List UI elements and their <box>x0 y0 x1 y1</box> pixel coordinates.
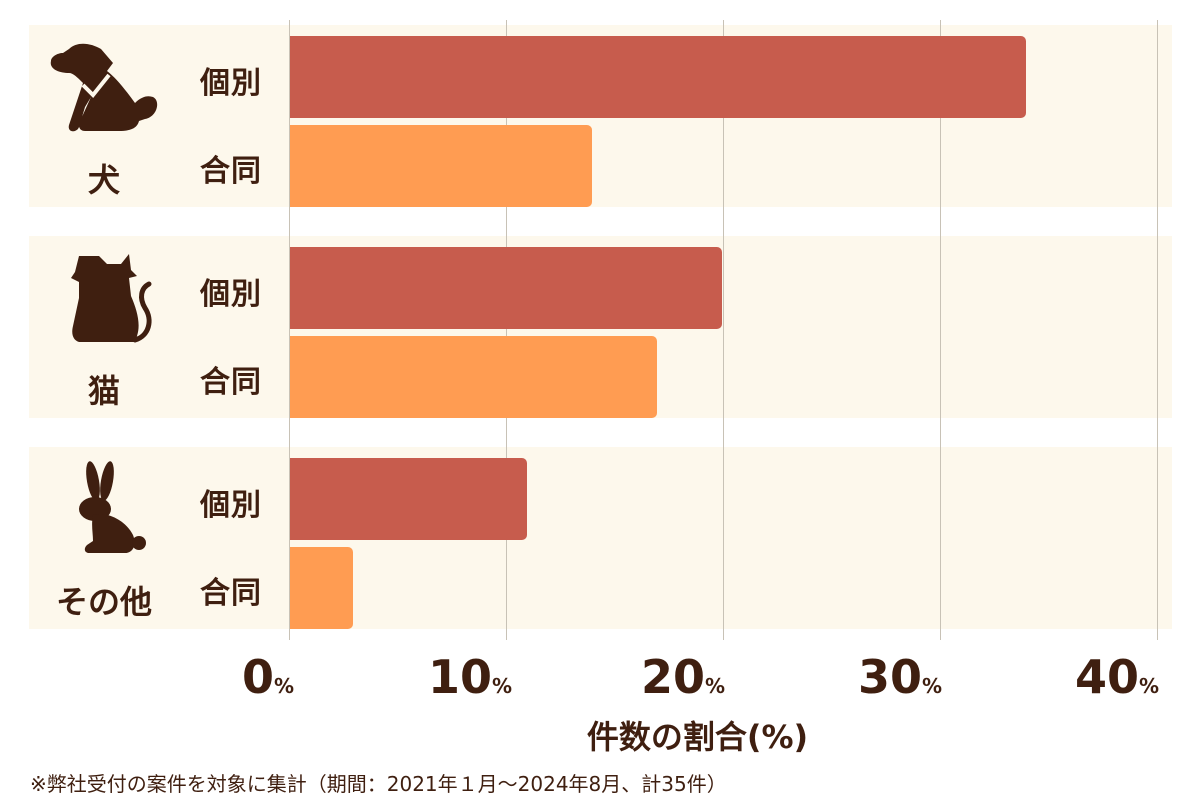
bar-other-joint <box>290 547 353 629</box>
group-other: その他 <box>29 447 179 629</box>
bar-label-cat-individual: 個別 <box>200 277 262 312</box>
dog-icon <box>50 43 158 132</box>
gridline-30 <box>940 20 941 640</box>
x-tick-0: 0% <box>241 650 295 704</box>
group-cat: 猫 <box>29 236 179 418</box>
group-label-cat: 猫 <box>87 372 120 410</box>
rabbit-icon <box>79 461 146 553</box>
bar-cat-individual <box>290 247 722 329</box>
bar-cat-joint <box>290 336 657 418</box>
x-tick-30: 30% <box>857 650 943 704</box>
bar-label-dog-joint: 合同 <box>200 154 262 189</box>
bar-other-individual <box>290 458 527 540</box>
cat-icon <box>71 254 152 343</box>
bar-label-other-individual: 個別 <box>200 488 262 523</box>
bar-dog-joint <box>290 125 592 207</box>
gridline-40 <box>1157 20 1158 640</box>
x-axis-title: 件数の割合(%) <box>586 718 809 756</box>
bar-label-cat-joint: 合同 <box>200 365 262 400</box>
bar-label-other-joint: 合同 <box>200 576 262 611</box>
group-panel-other <box>29 447 1172 629</box>
group-label-dog: 犬 <box>87 161 120 199</box>
gridline-0 <box>289 20 290 640</box>
footnote: ※弊社受付の案件を対象に集計（期間：2021年１月〜2024年8月、計35件） <box>30 772 727 796</box>
gridline-20 <box>723 20 724 640</box>
gridline-10 <box>506 20 507 640</box>
x-tick-40: 40% <box>1074 650 1160 704</box>
bar-dog-individual <box>290 36 1026 118</box>
x-tick-20: 20% <box>640 650 726 704</box>
group-label-other: その他 <box>55 583 152 621</box>
group-dog: 犬 <box>29 25 179 207</box>
x-tick-10: 10% <box>427 650 513 704</box>
bar-label-dog-individual: 個別 <box>200 66 262 101</box>
